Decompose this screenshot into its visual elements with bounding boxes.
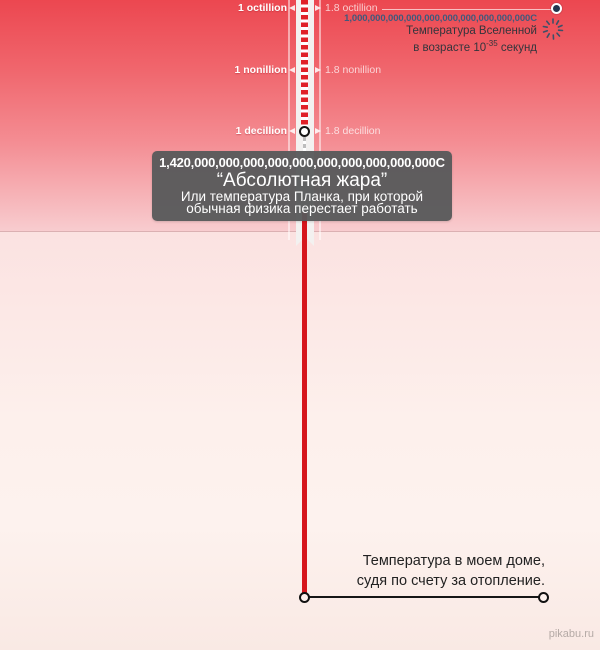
planck-point-icon	[299, 126, 310, 137]
tick-row-decillion: 1 decillion 1.8 decillion	[0, 125, 600, 138]
tick-label-right: 1.8 decillion	[325, 125, 381, 137]
arrow-right-icon	[315, 67, 321, 73]
universe-point-icon	[551, 3, 562, 14]
planck-description-line1: Или температура Планка, при которой	[180, 189, 424, 204]
arrow-left-icon	[289, 128, 295, 134]
tick-row-octillion: 1 octillion 1.8 octillion	[0, 2, 600, 15]
arrow-left-icon	[289, 5, 295, 11]
home-point-icon	[538, 592, 549, 603]
scale-gray-dashed-line	[303, 137, 306, 152]
tick-label-right: 1.8 nonillion	[325, 64, 382, 76]
universe-temperature-value: 1,000,000,000,000,000,000,000,000,000,00…	[344, 13, 537, 24]
home-annotation-line2: судя по счету за отопление.	[356, 573, 545, 589]
home-annotation-line1: Температура в моем доме,	[362, 553, 545, 569]
tick-label-right: 1.8 octillion	[325, 2, 378, 14]
scale-edge-line	[288, 0, 290, 240]
universe-caption-line2: в возрасте 10-35 секунд	[413, 38, 537, 54]
tick-row-nonillion: 1 nonillion 1.8 nonillion	[0, 64, 600, 77]
arrow-right-icon	[315, 128, 321, 134]
starburst-icon	[542, 18, 564, 40]
planck-title: “Абсолютная жара”	[216, 170, 388, 191]
home-annotation: Температура в моем доме, судя по счету з…	[357, 551, 545, 591]
arrow-right-icon	[315, 5, 321, 11]
tick-label-left: 1 octillion	[237, 2, 287, 14]
planck-description-line2: обычная физика перестает работать	[186, 201, 418, 216]
universe-annotation: 1,000,000,000,000,000,000,000,000,000,00…	[344, 13, 537, 54]
cool-gradient-background	[0, 232, 600, 650]
planck-tooltip: 1,420,000,000,000,000,000,000,000,000,00…	[152, 151, 452, 221]
scale-red-dashed-line	[301, 0, 308, 127]
arrow-left-icon	[289, 67, 295, 73]
universe-callout-line	[382, 9, 552, 10]
watermark: pikabu.ru	[548, 628, 594, 640]
exponent: -35	[486, 38, 498, 48]
scale-red-line	[302, 212, 307, 593]
home-callout-line	[309, 596, 539, 598]
home-point-icon	[299, 592, 310, 603]
scale-edge-line	[319, 0, 321, 240]
tick-label-left: 1 decillion	[235, 125, 287, 137]
planck-temperature-value: 1,420,000,000,000,000,000,000,000,000,00…	[159, 155, 445, 170]
universe-caption-line1: Температура Вселенной	[406, 25, 537, 37]
tick-label-left: 1 nonillion	[234, 64, 288, 76]
